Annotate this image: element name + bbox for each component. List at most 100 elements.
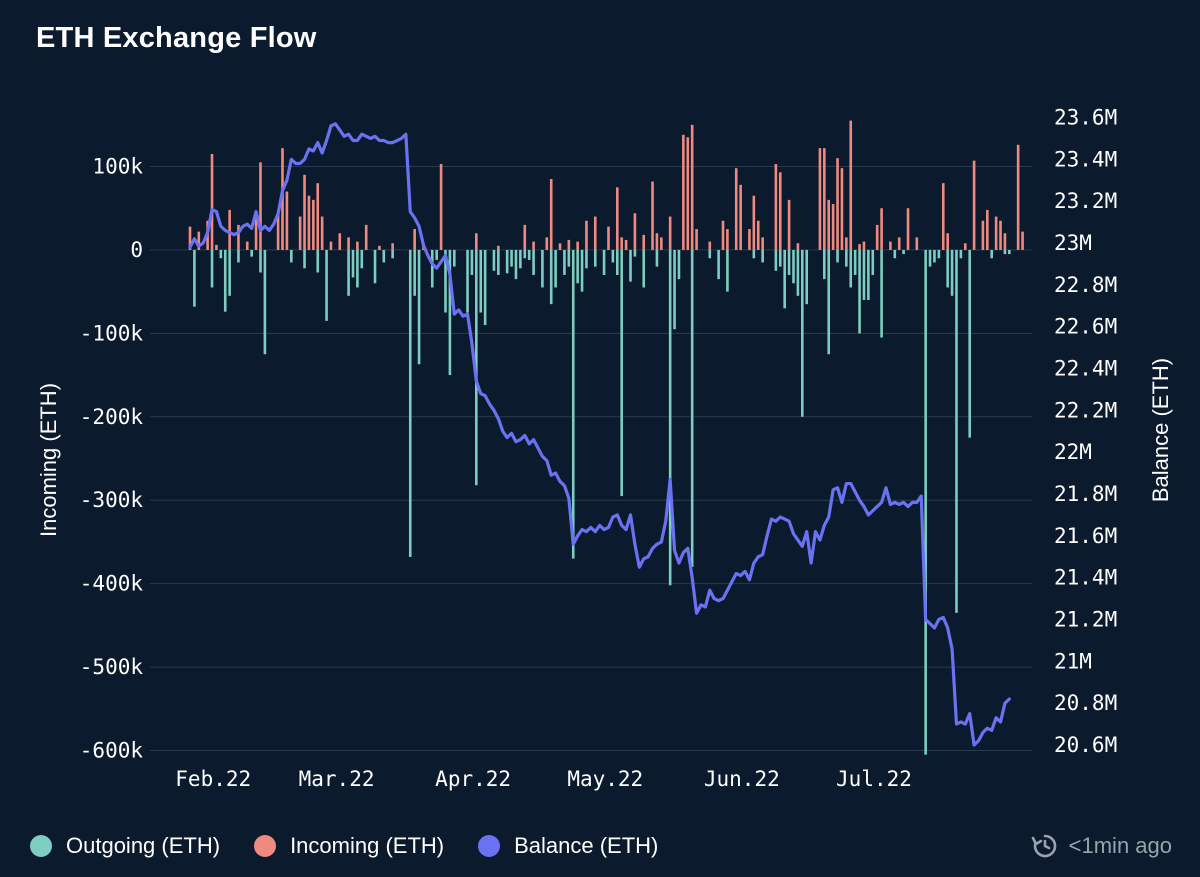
outgoing-bar — [408, 249, 412, 557]
incoming-bar — [752, 195, 756, 250]
right-tick-label: 20.6M — [1054, 733, 1117, 757]
outgoing-bar — [792, 249, 795, 284]
outgoing-bar — [549, 249, 553, 305]
outgoing-bar — [642, 249, 646, 288]
incoming-bar — [316, 183, 320, 250]
incoming-bar — [320, 216, 324, 250]
right-tick-label: 23.2M — [1054, 189, 1117, 213]
outgoing-bar — [690, 249, 694, 567]
outgoing-bar — [259, 249, 262, 273]
outgoing-bar — [563, 249, 566, 275]
outgoing-bar — [955, 249, 958, 613]
outgoing-bar — [523, 249, 527, 259]
left-axis-ticks: 100k 0 -100k -200k -300k -400k -500k -600k — [80, 155, 144, 763]
legend-item-incoming[interactable]: Incoming (ETH) — [254, 833, 444, 859]
incoming-bar — [237, 224, 240, 250]
outgoing-bar — [774, 249, 778, 271]
right-tick-label: 21.8M — [1054, 482, 1117, 506]
outgoing-bar — [497, 249, 500, 275]
incoming-bar — [655, 233, 659, 250]
incoming-bar — [845, 237, 848, 250]
outgoing-bar — [347, 249, 350, 296]
left-tick-label: -100k — [80, 321, 144, 345]
outgoing-bars — [193, 249, 1011, 755]
outgoing-bar — [783, 249, 786, 309]
right-tick-label: 23.6M — [1054, 106, 1117, 130]
balance-swatch — [478, 835, 501, 857]
incoming-bar — [787, 199, 791, 250]
outgoing-bar — [968, 249, 971, 438]
incoming-bar — [981, 220, 985, 250]
outgoing-bar — [937, 249, 941, 259]
outgoing-bar — [290, 249, 293, 263]
legend-label-outgoing: Outgoing (ETH) — [66, 833, 221, 858]
outgoing-bar — [228, 249, 231, 296]
incoming-bar — [1021, 231, 1024, 250]
balance-line — [188, 122, 1011, 747]
outgoing-bar — [541, 249, 544, 288]
incoming-bar — [532, 241, 535, 250]
right-tick-label: 23M — [1054, 231, 1092, 255]
outgoing-bar — [223, 249, 227, 312]
outgoing-bar — [373, 249, 377, 284]
right-tick-label: 21.2M — [1054, 608, 1117, 632]
outgoing-bar — [871, 249, 875, 275]
left-tick-label: -400k — [80, 572, 144, 596]
outgoing-bar — [717, 249, 720, 280]
legend-item-balance[interactable]: Balance (ETH) — [478, 833, 658, 859]
right-tick-label: 22.2M — [1054, 398, 1117, 422]
incoming-bar — [228, 209, 231, 250]
incoming-bar — [439, 164, 443, 250]
outgoing-bar — [633, 249, 637, 257]
incoming-bar — [695, 229, 698, 250]
incoming-bar — [391, 243, 394, 250]
incoming-bar — [312, 199, 315, 250]
outgoing-bar — [585, 249, 588, 269]
outgoing-bar — [210, 249, 214, 288]
incoming-bar — [756, 220, 760, 250]
outgoing-bar — [448, 249, 452, 376]
last-updated: <1min ago — [1031, 828, 1172, 864]
outgoing-bar — [620, 249, 623, 497]
outgoing-bar — [1003, 249, 1007, 255]
x-tick-label: Feb.22 — [175, 767, 251, 791]
outgoing-bar — [990, 249, 994, 259]
outgoing-bar — [479, 249, 483, 313]
outgoing-bar — [752, 249, 756, 259]
incoming-bar — [651, 181, 654, 250]
incoming-bar — [897, 237, 901, 250]
outgoing-bar — [1008, 249, 1011, 255]
left-tick-label: -600k — [80, 739, 144, 763]
incoming-bar — [567, 239, 571, 250]
outgoing-bar — [928, 249, 932, 267]
outgoing-bar — [483, 249, 487, 326]
incoming-bar — [748, 229, 751, 250]
updated-text: <1min ago — [1068, 833, 1172, 858]
grid-lines — [150, 166, 1032, 751]
incoming-bar — [941, 183, 945, 250]
incoming-bar — [827, 199, 831, 250]
legend-item-outgoing[interactable]: Outgoing (ETH) — [30, 833, 220, 859]
outgoing-bar — [580, 249, 584, 292]
incoming-bar — [620, 237, 623, 250]
incoming-bar — [1016, 144, 1020, 250]
refresh-clock-icon — [1031, 834, 1056, 858]
outgoing-bar — [571, 249, 575, 559]
incoming-bar — [739, 184, 742, 250]
outgoing-bar — [417, 249, 421, 365]
incoming-bar — [558, 243, 562, 250]
incoming-bar — [210, 153, 214, 250]
incoming-bar — [475, 233, 478, 250]
outgoing-bar — [845, 249, 848, 267]
right-tick-label: 22.4M — [1054, 357, 1117, 381]
incoming-bar — [862, 241, 866, 250]
left-tick-label: 0 — [130, 238, 143, 262]
incoming-bar — [778, 172, 782, 250]
outgoing-bar — [435, 249, 438, 260]
incoming-bar — [849, 120, 853, 250]
incoming-bar — [615, 187, 619, 250]
outgoing-bar — [849, 249, 853, 288]
incoming-bar — [875, 224, 879, 250]
incoming-bar — [523, 224, 527, 250]
outgoing-bar — [567, 249, 571, 267]
